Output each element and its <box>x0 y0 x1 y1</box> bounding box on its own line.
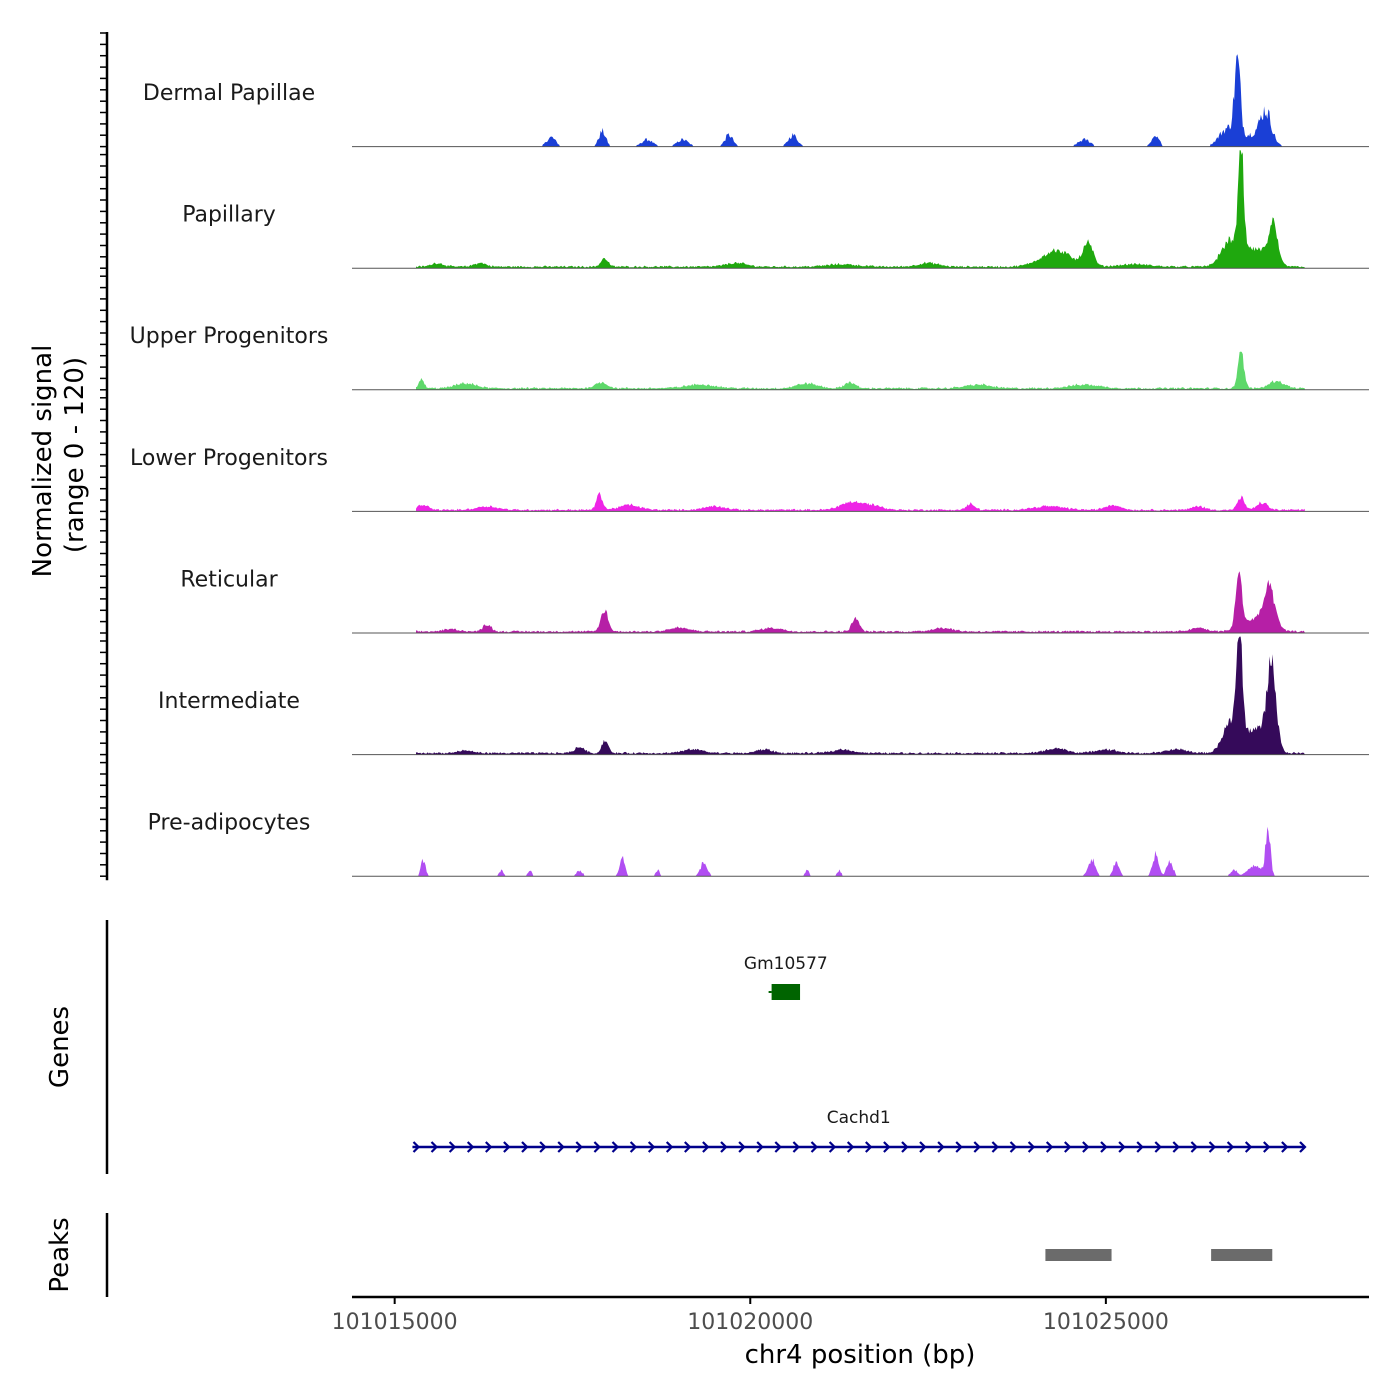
strand-arrow <box>665 1141 674 1153</box>
gene-label-gm10577: Gm10577 <box>744 954 828 974</box>
strand-arrow <box>1263 1141 1271 1153</box>
track-label-intermediate: Intermediate <box>158 689 300 714</box>
strand-arrow <box>503 1141 511 1153</box>
signal-area-reticular <box>416 571 1305 633</box>
y-axis-label-line1: Normalized signal <box>28 345 58 578</box>
strand-arrow <box>1100 1141 1108 1153</box>
strand-arrow <box>1064 1141 1072 1153</box>
signal-area-dermal-papillae <box>416 54 1305 147</box>
track-reticular: Reticular <box>180 567 1369 634</box>
strand-arrow <box>1154 1141 1162 1153</box>
strand-arrow <box>1281 1141 1289 1153</box>
strand-arrow <box>521 1141 529 1153</box>
track-label-lower-progenitors: Lower Progenitors <box>130 446 328 471</box>
gene-exon-gm10577 <box>771 984 801 1000</box>
signal-tracks: Dermal Papillae Papillary Upper Progenitor… <box>130 54 1369 877</box>
track-intermediate: Intermediate <box>158 636 1369 756</box>
peaks-panel-label: Peaks <box>45 1217 75 1292</box>
track-pre-adipocytes: Pre-adipocytes <box>148 811 1369 877</box>
track-upper-progenitors: Upper Progenitors <box>130 324 1369 391</box>
peak-region-1 <box>1045 1249 1112 1261</box>
strand-arrow <box>792 1141 800 1153</box>
x-tick-label: 101025000 <box>1043 1310 1169 1335</box>
gene-cachd1: Cachd1 <box>412 1108 1307 1153</box>
x-axis: 101015000 101020000 101025000 <box>332 1295 1369 1335</box>
track-papillary: Papillary <box>182 150 1369 269</box>
strand-arrow <box>629 1141 638 1153</box>
strand-arrow <box>973 1141 981 1153</box>
strand-arrow <box>901 1141 909 1153</box>
strand-arrow <box>448 1141 457 1153</box>
strand-arrow <box>684 1141 692 1153</box>
strand-arrow <box>865 1141 873 1153</box>
strand-arrow <box>828 1141 837 1153</box>
strand-arrow <box>738 1141 746 1153</box>
genes-panel-label: Genes <box>45 1006 75 1088</box>
strand-arrow <box>919 1141 927 1153</box>
signal-area-upper-progenitors <box>416 351 1305 390</box>
strand-arrow <box>412 1141 421 1153</box>
strand-arrow <box>485 1141 493 1153</box>
strand-arrow <box>1136 1141 1144 1153</box>
x-axis-label: chr4 position (bp) <box>745 1340 976 1370</box>
signal-area-pre-adipocytes <box>416 826 1305 877</box>
strand-arrow <box>611 1141 620 1153</box>
strand-arrow <box>647 1141 656 1153</box>
strand-arrow <box>466 1141 475 1153</box>
strand-arrow <box>1190 1141 1198 1153</box>
strand-arrow <box>593 1141 601 1153</box>
genes-panel: Genes Gm10577 Cachd1 <box>45 920 1307 1174</box>
strand-arrow <box>539 1141 547 1153</box>
x-tick-label: 101015000 <box>332 1310 458 1335</box>
strand-arrow <box>702 1141 710 1153</box>
strand-arrow <box>1045 1141 1054 1153</box>
strand-arrow <box>575 1141 583 1153</box>
signal-area-papillary <box>416 150 1305 269</box>
strand-arrow <box>756 1141 764 1153</box>
strand-arrow <box>937 1141 945 1153</box>
strand-arrow <box>955 1141 963 1153</box>
strand-arrow <box>846 1141 855 1153</box>
strand-arrow <box>430 1141 439 1153</box>
strand-arrow <box>1299 1141 1307 1153</box>
strand-arrow <box>1244 1141 1253 1153</box>
strand-arrow <box>1172 1141 1180 1153</box>
strand-arrow <box>774 1141 782 1153</box>
signal-area-lower-progenitors <box>416 491 1305 512</box>
track-label-upper-progenitors: Upper Progenitors <box>130 324 329 349</box>
peak-region-2 <box>1211 1249 1273 1261</box>
y-axis-label-line2: (range 0 - 120) <box>60 357 90 553</box>
strand-arrow <box>1082 1141 1090 1153</box>
strand-arrow <box>557 1141 565 1153</box>
track-lower-progenitors: Lower Progenitors <box>130 446 1369 512</box>
strand-arrow <box>1208 1141 1217 1153</box>
gene-label-cachd1: Cachd1 <box>827 1108 891 1128</box>
track-label-dermal-papillae: Dermal Papillae <box>143 81 315 106</box>
peaks-panel: Peaks <box>45 1213 1273 1297</box>
strand-arrow <box>991 1141 999 1153</box>
strand-arrow <box>1027 1141 1036 1153</box>
track-label-pre-adipocytes: Pre-adipocytes <box>148 811 311 836</box>
track-label-papillary: Papillary <box>182 203 276 228</box>
strand-arrow <box>1226 1141 1235 1153</box>
strand-arrow <box>883 1141 891 1153</box>
track-dermal-papillae: Dermal Papillae <box>143 54 1369 148</box>
signal-y-axis <box>100 32 109 881</box>
strand-arrow <box>1118 1141 1126 1153</box>
x-tick-label: 101020000 <box>687 1310 813 1335</box>
strand-arrow <box>1009 1141 1018 1153</box>
strand-arrow <box>810 1141 819 1153</box>
signal-area-intermediate <box>416 636 1305 755</box>
strand-arrow <box>720 1141 728 1153</box>
gene-gm10577: Gm10577 <box>744 954 828 1000</box>
track-label-reticular: Reticular <box>180 567 278 592</box>
